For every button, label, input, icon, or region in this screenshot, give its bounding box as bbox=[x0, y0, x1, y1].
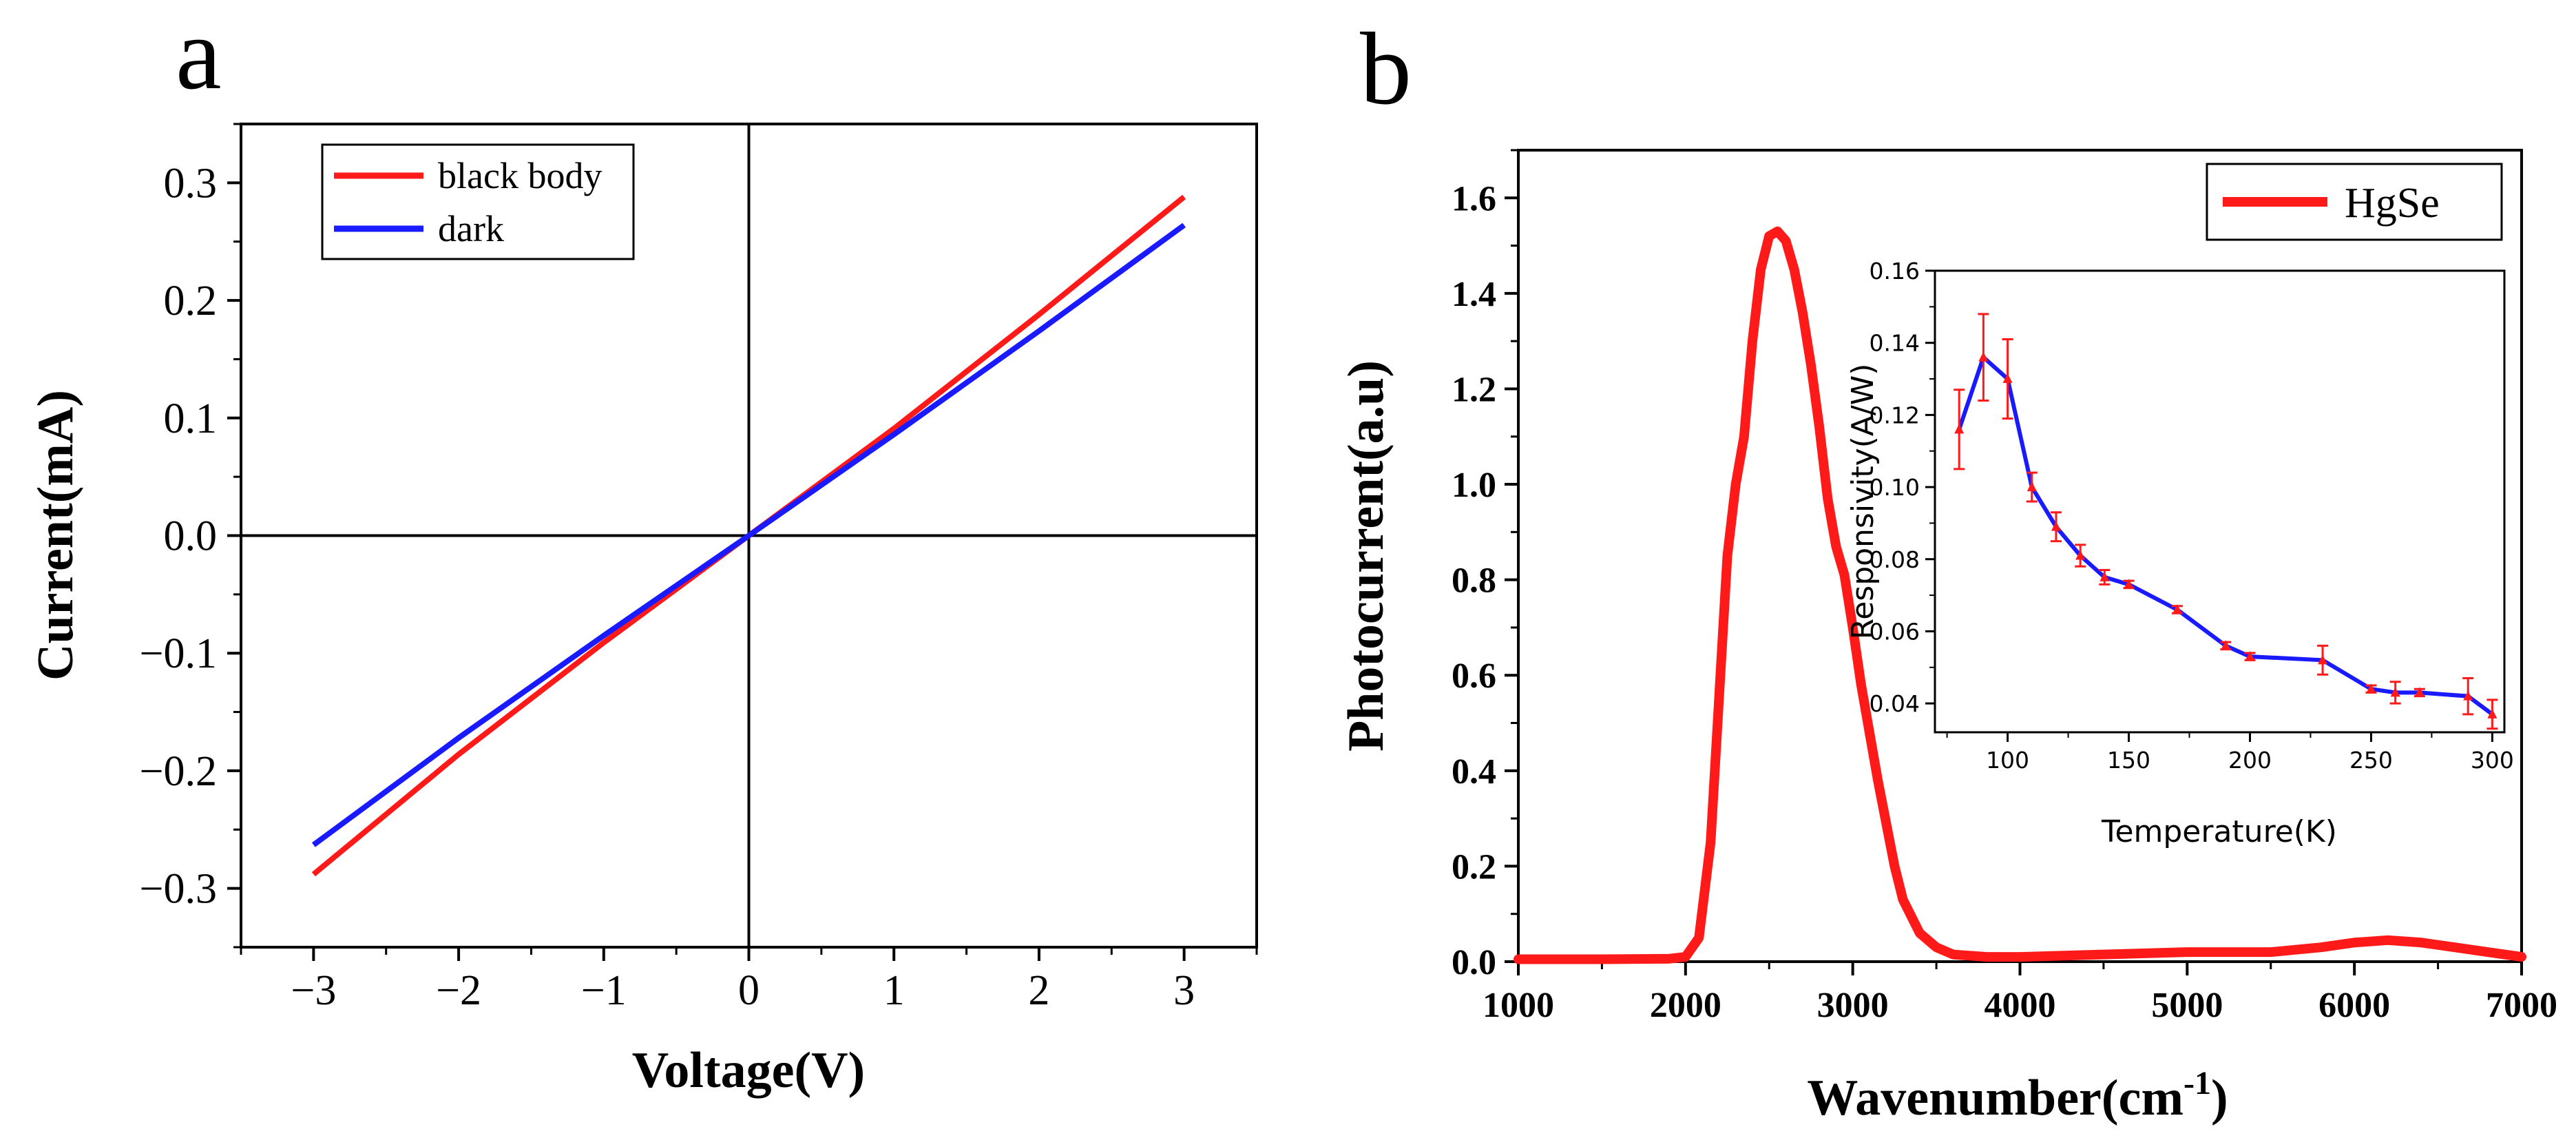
triangle-marker bbox=[2318, 654, 2328, 665]
triangle-marker bbox=[1954, 424, 1965, 434]
triangle-marker bbox=[2221, 640, 2231, 650]
x-tick-label: 0 bbox=[738, 967, 760, 1014]
panel-a-chart: −3 −2 −1 0 1 2 3 −0.3 −0.2 −0.1 0.0 0.1 0.2 0.3 black… bbox=[28, 123, 1258, 1099]
triangle-marker bbox=[2002, 373, 2013, 384]
inset-y-tick-label: 0.06 bbox=[1870, 618, 1920, 645]
x-tick-label: −1 bbox=[581, 967, 627, 1014]
inset-data-point bbox=[2050, 511, 2062, 543]
triangle-marker bbox=[2463, 690, 2473, 701]
inset-data-point bbox=[2244, 651, 2256, 661]
inset-data-point bbox=[2123, 579, 2135, 590]
y-tick-label: −0.3 bbox=[140, 866, 217, 913]
x-tick-label: 7000 bbox=[2486, 986, 2557, 1025]
x-tick-label: 1 bbox=[883, 967, 905, 1014]
panel-b-y-label: Photocurrent(a.u) bbox=[1338, 360, 1394, 752]
triangle-marker bbox=[2124, 579, 2134, 589]
inset-data-point bbox=[2171, 604, 2183, 614]
panel-b-ticks: 1000 2000 3000 4000 5000 6000 7000 0.0 0.2 0.4 0.6… bbox=[1452, 149, 2557, 1025]
triangle-marker bbox=[2051, 521, 2061, 531]
inset-x-label: Temperature(K) bbox=[2101, 814, 2337, 849]
inset-data-point bbox=[2220, 640, 2232, 651]
panel-b-x-label: Wavenumber(cm-1) bbox=[1807, 1065, 2228, 1126]
y-tick-label: 1.6 bbox=[1452, 179, 1496, 218]
inset-y-tick-label: 0.04 bbox=[1870, 690, 1920, 717]
inset-data-point bbox=[2026, 471, 2038, 503]
x-tick-label: 3 bbox=[1173, 967, 1195, 1014]
y-tick-label: 0.0 bbox=[164, 513, 218, 560]
x-tick-label: 2000 bbox=[1650, 986, 1721, 1025]
inset-y-tick-label: 0.14 bbox=[1870, 330, 1920, 357]
x-tick-label: 6000 bbox=[2318, 986, 2390, 1025]
series-hgse-line bbox=[1514, 226, 2526, 964]
inset-data-point bbox=[2002, 338, 2013, 420]
panel-a-legend-box bbox=[321, 143, 635, 260]
triangle-marker bbox=[2172, 604, 2182, 614]
triangle-marker bbox=[2075, 550, 2086, 560]
inset-data-point bbox=[2462, 676, 2474, 716]
panel-b-chart: 1000 2000 3000 4000 5000 6000 7000 0.0 0.2 0.4 0.6… bbox=[1338, 149, 2557, 1126]
y-tick-label: 0.6 bbox=[1452, 656, 1496, 696]
inset-data-point bbox=[2099, 568, 2111, 586]
inset-frame bbox=[1934, 269, 2506, 734]
y-tick-label: 0.3 bbox=[164, 160, 218, 207]
y-tick-label: 0.4 bbox=[1452, 752, 1496, 792]
y-tick-label: 0.8 bbox=[1452, 561, 1496, 601]
x-tick-label: 3000 bbox=[1817, 986, 1889, 1025]
inset-x-tick-label: 150 bbox=[2107, 747, 2150, 774]
x-tick-label: 1000 bbox=[1483, 986, 1554, 1025]
series-dark-line bbox=[311, 223, 1186, 847]
y-tick-label: 0.1 bbox=[164, 395, 218, 442]
y-tick-label: 0.2 bbox=[164, 278, 218, 324]
triangle-marker bbox=[2390, 687, 2400, 697]
triangle-marker bbox=[2099, 571, 2110, 581]
inset-x-tick-label: 250 bbox=[2349, 747, 2393, 774]
inset-data-point bbox=[2413, 687, 2425, 698]
inset-data-point bbox=[1954, 389, 1965, 470]
x-tick-label: 2 bbox=[1028, 967, 1049, 1014]
inset-y-tick-label: 0.10 bbox=[1870, 474, 1920, 501]
inset-data-point bbox=[2317, 644, 2329, 676]
triangle-marker bbox=[2366, 683, 2376, 694]
panel-a-x-label: Voltage(V) bbox=[632, 1042, 865, 1099]
inset-x-tick-label: 100 bbox=[1986, 747, 2029, 774]
inset-ticks: 100 150 200 250 300 0.04 0.06 0.08 0.10 0.12 0.14 0… bbox=[1870, 258, 2514, 774]
triangle-marker bbox=[2245, 651, 2255, 661]
panel-label-a: a bbox=[176, 0, 222, 111]
triangle-marker bbox=[2414, 687, 2425, 697]
x-tick-label: 5000 bbox=[2151, 986, 2223, 1025]
y-tick-label: 1.4 bbox=[1452, 275, 1496, 314]
inset-data-point bbox=[2389, 681, 2401, 705]
inset-y-tick-label: 0.08 bbox=[1870, 546, 1920, 573]
inset-x-tick-label: 200 bbox=[2228, 747, 2272, 774]
legend-label-dark: dark bbox=[438, 208, 504, 249]
y-tick-label: −0.2 bbox=[140, 748, 217, 795]
legend-label-black-body: black body bbox=[438, 155, 602, 196]
y-tick-label: 1.2 bbox=[1452, 370, 1496, 409]
panel-a-ticks: −3 −2 −1 0 1 2 3 −0.3 −0.2 −0.1 0.0 0.1 0.2 0.3 bbox=[140, 123, 1258, 1014]
legend-label-hgse: HgSe bbox=[2345, 180, 2440, 227]
inset-data-point bbox=[2365, 683, 2377, 694]
triangle-marker bbox=[2487, 708, 2498, 718]
inset-y-label: Responsivity(A/W) bbox=[1845, 364, 1881, 640]
inset-y-tick-label: 0.16 bbox=[1870, 258, 1920, 284]
y-tick-label: 1.0 bbox=[1452, 466, 1496, 505]
triangle-marker bbox=[1978, 351, 1989, 362]
y-tick-label: 0.0 bbox=[1452, 943, 1496, 982]
inset-y-tick-label: 0.12 bbox=[1870, 402, 1920, 428]
y-tick-label: −0.1 bbox=[140, 630, 217, 677]
inset-data-point bbox=[1978, 313, 1989, 402]
y-tick-label: 0.2 bbox=[1452, 847, 1496, 887]
x-tick-label: 4000 bbox=[1985, 986, 2056, 1025]
x-tick-label: −2 bbox=[436, 967, 481, 1014]
inset-data-point bbox=[2075, 544, 2086, 568]
triangle-marker bbox=[2027, 482, 2037, 492]
panel-a-y-label: Current(mA) bbox=[28, 390, 84, 681]
inset-chart: 100 150 200 250 300 0.04 0.06 0.08 0.10 0.12 0.14 0… bbox=[1845, 258, 2514, 849]
inset-x-tick-label: 300 bbox=[2471, 747, 2514, 774]
inset-data-point bbox=[2486, 699, 2498, 730]
x-tick-label: −3 bbox=[291, 967, 336, 1014]
panel-label-b: b bbox=[1360, 12, 1412, 126]
